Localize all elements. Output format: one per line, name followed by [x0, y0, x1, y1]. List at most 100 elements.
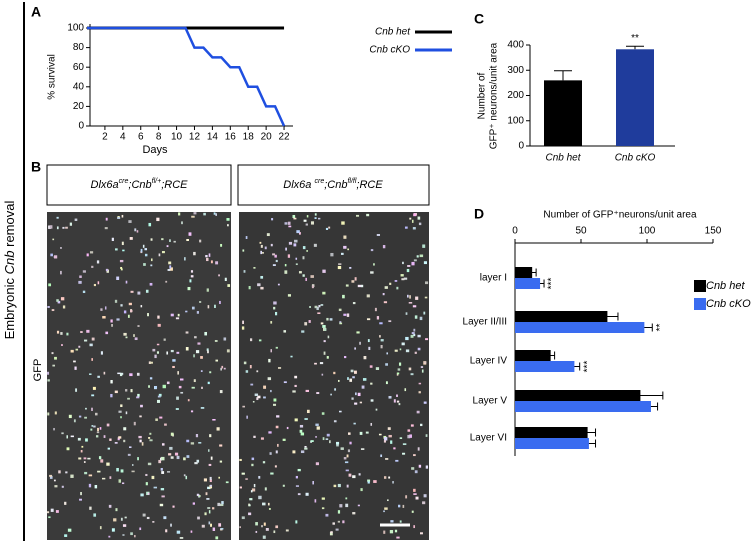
cell [122, 524, 127, 527]
cell [226, 218, 230, 221]
cell [382, 293, 385, 296]
cell [393, 399, 396, 403]
cell [159, 416, 163, 419]
cell [206, 288, 209, 292]
cell [356, 214, 360, 217]
cell [345, 469, 349, 472]
cell [225, 481, 229, 484]
cell [414, 351, 417, 354]
cell [176, 351, 180, 354]
cell [242, 320, 244, 324]
cell [169, 265, 172, 269]
cell [262, 461, 266, 464]
y-tick-label: 0 [78, 121, 84, 132]
cell [333, 484, 337, 488]
cell [389, 530, 394, 534]
cell [405, 312, 408, 315]
cell [243, 270, 246, 273]
cell [304, 322, 308, 326]
cell [52, 238, 55, 241]
cell [310, 221, 315, 225]
x-tick-label: 22 [278, 132, 290, 143]
cell [282, 484, 285, 487]
cell [270, 243, 273, 247]
cell [58, 470, 61, 474]
cell [399, 520, 402, 523]
cell [320, 304, 324, 306]
cell [384, 507, 388, 510]
cell [263, 522, 266, 526]
cell [79, 275, 82, 278]
cell [305, 389, 310, 392]
cell [295, 257, 298, 260]
cell [206, 498, 210, 500]
cell [383, 440, 387, 443]
cell [351, 397, 354, 400]
cell [285, 529, 289, 532]
cell [186, 439, 190, 443]
y-tick-label: 100 [67, 23, 84, 34]
cell [105, 331, 109, 335]
cell [88, 483, 92, 488]
cell [90, 428, 93, 431]
cell [423, 311, 426, 315]
cell [257, 283, 261, 287]
y-tick-label: 200 [507, 90, 524, 101]
cell [394, 529, 398, 533]
cell [284, 222, 288, 225]
cell [417, 216, 421, 220]
cell [197, 342, 201, 345]
cell [370, 249, 374, 252]
bar [616, 49, 654, 147]
cell [190, 275, 194, 278]
cell [48, 283, 52, 287]
cell [99, 526, 102, 530]
cell [91, 358, 94, 361]
cell [198, 442, 202, 444]
cell [125, 389, 128, 392]
cell [410, 334, 414, 338]
cell [399, 437, 403, 439]
cell [215, 213, 217, 216]
cell [130, 389, 133, 393]
cell [418, 464, 422, 468]
cell [168, 453, 172, 456]
cell [383, 510, 385, 513]
cell [423, 494, 427, 498]
cell [325, 438, 329, 440]
cell [218, 274, 220, 277]
cell [78, 280, 82, 284]
cell [156, 343, 160, 346]
cell [420, 532, 423, 535]
cell [292, 215, 296, 218]
cell [78, 345, 81, 348]
cell [411, 510, 414, 513]
cell [219, 444, 223, 447]
cell [54, 411, 57, 415]
cell [338, 410, 342, 413]
cell [239, 486, 242, 489]
cell [50, 253, 53, 257]
cell [104, 227, 108, 230]
side-label-part: Embryonic [2, 274, 17, 339]
cell [111, 237, 114, 242]
cell [145, 289, 149, 293]
cell [111, 528, 115, 532]
cell [219, 503, 224, 507]
cell [414, 315, 418, 319]
cell [75, 388, 78, 392]
cell [207, 350, 209, 354]
cell [215, 359, 219, 362]
cell [149, 282, 153, 286]
cell [144, 248, 148, 251]
cell [160, 488, 165, 491]
cell [423, 261, 428, 265]
cell [125, 280, 128, 284]
cell [118, 479, 122, 483]
cell [260, 286, 264, 290]
cell [394, 349, 398, 352]
cell [150, 361, 153, 364]
cell [65, 471, 68, 474]
cell [114, 442, 118, 444]
cell [128, 220, 132, 223]
